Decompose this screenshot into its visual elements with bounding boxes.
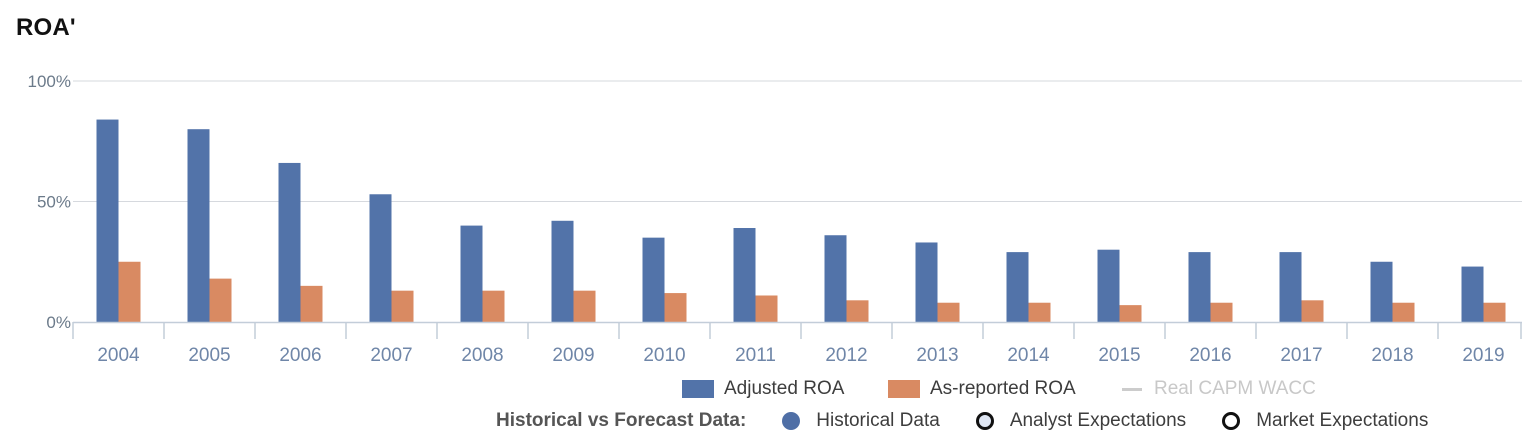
legend-item-market-expectations[interactable]: Market Expectations	[1222, 410, 1428, 432]
as-reported-roa-bar-2006[interactable]	[300, 285, 323, 322]
x-tick-label: 2016	[1189, 345, 1231, 366]
adjusted-roa-swatch	[682, 380, 714, 398]
x-tick-label: 2011	[735, 345, 776, 366]
grid-lines	[73, 80, 1522, 202]
as-reported-roa-bar-2016[interactable]	[1210, 302, 1233, 322]
bars	[96, 119, 1506, 322]
x-tick-label: 2006	[279, 345, 321, 366]
adjusted-roa-bar-2012[interactable]	[824, 235, 847, 322]
market-expectations-label: Market Expectations	[1256, 410, 1429, 431]
as-reported-roa-bar-2019[interactable]	[1483, 302, 1506, 322]
x-tick-label: 2019	[1462, 345, 1504, 366]
x-tick-label: 2007	[370, 345, 412, 366]
legend-item-as-reported-roa[interactable]: As-reported ROA	[888, 378, 1076, 400]
as-reported-roa-bar-2007[interactable]	[391, 290, 414, 322]
roa-bar-chart: 0%50%100% 2004 2005 2006 2007 2008 2009 2010 20…	[28, 72, 1522, 366]
legend-item-adjusted-roa[interactable]: Adjusted ROA	[682, 378, 844, 400]
x-tick-label: 2008	[461, 345, 503, 366]
legend-item-historical-data[interactable]: Historical Data	[782, 410, 940, 432]
as-reported-roa-bar-2004[interactable]	[118, 261, 141, 322]
adjusted-roa-bar-2004[interactable]	[96, 119, 119, 322]
adjusted-roa-bar-2014[interactable]	[1006, 252, 1029, 322]
x-tick-label: 2005	[188, 345, 230, 366]
as-reported-roa-bar-2012[interactable]	[846, 300, 869, 322]
as-reported-roa-bar-2014[interactable]	[1028, 302, 1051, 322]
adjusted-roa-bar-2007[interactable]	[369, 194, 392, 322]
as-reported-roa-bar-2018[interactable]	[1392, 302, 1415, 322]
adjusted-roa-bar-2018[interactable]	[1370, 261, 1393, 322]
as-reported-roa-bar-2005[interactable]	[209, 278, 232, 322]
y-tick-label: 0%	[46, 313, 71, 332]
legend-label-real-capm-wacc: Real CAPM WACC	[1154, 378, 1316, 399]
as-reported-roa-bar-2017[interactable]	[1301, 300, 1324, 322]
x-tick-label: 2010	[643, 345, 685, 366]
as-reported-roa-bar-2009[interactable]	[573, 290, 596, 322]
as-reported-roa-bar-2011[interactable]	[755, 295, 778, 322]
x-tick-label: 2018	[1371, 345, 1413, 366]
adjusted-roa-bar-2017[interactable]	[1279, 252, 1302, 322]
adjusted-roa-bar-2006[interactable]	[278, 162, 301, 322]
adjusted-roa-bar-2013[interactable]	[915, 242, 938, 322]
adjusted-roa-bar-2005[interactable]	[187, 129, 210, 322]
x-tick-label: 2015	[1098, 345, 1140, 366]
as-reported-roa-swatch	[888, 380, 920, 398]
historical-data-dot-icon	[782, 412, 801, 430]
historical-data-label: Historical Data	[816, 410, 940, 431]
adjusted-roa-bar-2015[interactable]	[1097, 249, 1120, 322]
adjusted-roa-bar-2011[interactable]	[733, 228, 756, 322]
real-capm-wacc-swatch	[1122, 387, 1142, 391]
legend-item-real-capm-wacc[interactable]: Real CAPM WACC	[1122, 378, 1316, 400]
x-tick-label: 2009	[552, 345, 594, 366]
x-tick-label: 2004	[97, 345, 140, 366]
market-expectations-dot-icon	[1222, 412, 1241, 430]
as-reported-roa-bar-2015[interactable]	[1119, 305, 1142, 322]
analyst-expectations-dot-icon	[975, 412, 994, 430]
adjusted-roa-bar-2008[interactable]	[460, 225, 483, 322]
y-axis-ticks: 0% 50% 100%	[28, 72, 71, 332]
x-tick-label: 2012	[825, 345, 867, 366]
adjusted-roa-bar-2019[interactable]	[1461, 266, 1484, 322]
legend-label-as-reported-roa: As-reported ROA	[930, 378, 1076, 399]
adjusted-roa-bar-2009[interactable]	[551, 220, 574, 322]
x-tick-label: 2013	[916, 345, 958, 366]
legend-label-adjusted-roa: Adjusted ROA	[724, 378, 845, 399]
chart-title: ROA'	[16, 14, 76, 41]
adjusted-roa-bar-2010[interactable]	[642, 237, 665, 322]
y-tick-label: 50%	[37, 193, 71, 212]
y-tick-label: 100%	[28, 72, 71, 91]
adjusted-roa-bar-2016[interactable]	[1188, 252, 1211, 322]
as-reported-roa-bar-2010[interactable]	[664, 293, 687, 322]
x-axis-ticks: 2004 2005 2006 2007 2008 2009 2010 2011 2012 2013…	[97, 345, 1504, 366]
analyst-expectations-label: Analyst Expectations	[1009, 410, 1187, 431]
historical-vs-forecast-legend: Historical vs Forecast Data: Historical …	[496, 410, 1428, 432]
as-reported-roa-bar-2008[interactable]	[482, 290, 505, 322]
historical-vs-forecast-label: Historical vs Forecast Data:	[496, 410, 747, 431]
legend-item-analyst-expectations[interactable]: Analyst Expectations	[975, 410, 1187, 432]
x-axis	[72, 321, 1522, 339]
x-tick-label: 2017	[1280, 345, 1322, 366]
as-reported-roa-bar-2013[interactable]	[937, 302, 960, 322]
x-tick-label: 2014	[1007, 345, 1050, 366]
